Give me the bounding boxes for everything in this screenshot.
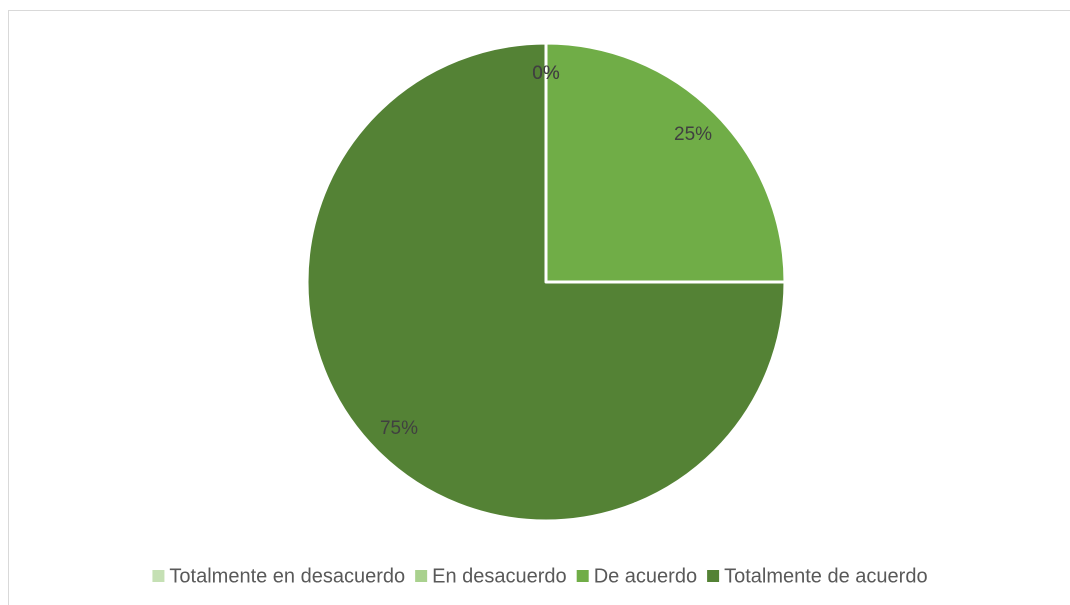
pie-slice <box>305 41 787 523</box>
legend-swatch <box>576 570 589 582</box>
legend-label: En desacuerdo <box>432 565 567 587</box>
legend-label: De acuerdo <box>594 565 697 587</box>
legend-swatch <box>707 570 720 582</box>
legend-swatch <box>152 570 165 582</box>
legend-label: Totalmente de acuerdo <box>724 565 927 587</box>
pie-slice <box>544 41 787 284</box>
data-label: 75% <box>380 418 418 439</box>
data-label: 25% <box>674 124 712 145</box>
legend-label: Totalmente en desacuerdo <box>169 565 405 587</box>
data-label: 0% <box>532 63 560 84</box>
legend-swatch <box>415 570 428 582</box>
data-label: 0% <box>532 63 560 84</box>
